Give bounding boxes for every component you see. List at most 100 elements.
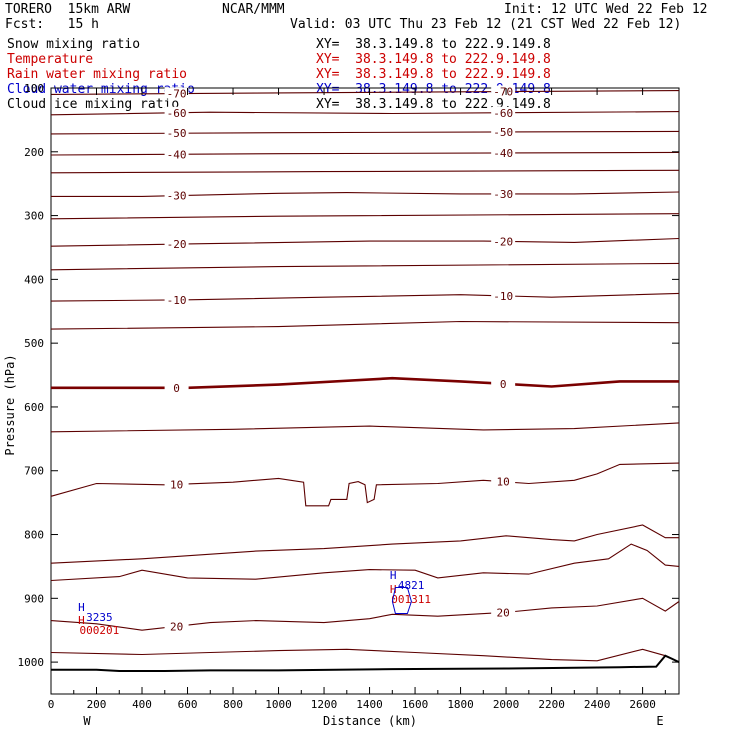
west-label: W [83,714,91,728]
y-axis-title: Pressure (hPa) [3,354,17,455]
plot-frame [50,87,680,695]
isotherm-label: -60 [167,107,187,120]
rain-extremum-letter: H [390,583,397,596]
isotherm--10 [50,292,680,302]
isotherm-label-bg [491,475,516,487]
isotherm-label-bg [491,235,516,247]
isotherm-label-bg [164,620,189,632]
y-tick-label: 100 [24,82,44,95]
isotherm-label: -50 [493,126,513,139]
model-title: TORERO 15km ARW [5,2,131,17]
isotherm--50 [50,130,680,135]
cloud-contour [391,587,412,615]
valid-time: Valid: 03 UTC Thu 23 Feb 12 (21 CST Wed … [290,17,682,32]
cloud-extremum-value: 4821 [398,579,425,592]
isotherm-lines: -70 -70 -60 -60 -50 -50 -40 -40 -30 -30 -20 -20 -10 -… [50,85,680,663]
x-tick-label: 1000 [265,698,292,711]
x-tick-label: 1200 [311,698,338,711]
x-tick-label: 1800 [447,698,474,711]
isotherm-label-bg [164,238,189,250]
legend-rain-xy: XY= 38.3.149.8 to 222.9.149.8 [316,67,551,82]
x-tick-label: 200 [87,698,107,711]
terrain-surface [51,654,680,672]
isotherm-label-bg [164,293,189,305]
init-time: Init: 12 UTC Wed 22 Feb 12 [504,2,708,17]
isotherm-label-bg [491,187,516,199]
x-tick-label: 2400 [584,698,611,711]
y-tick-label: 500 [24,337,44,350]
x-tick-label: 0 [48,698,55,711]
y-tick-label: 300 [24,210,44,223]
isotherm-label: -20 [493,235,513,248]
isotherm-label: -70 [493,86,513,99]
isotherm-label: -40 [493,147,513,160]
isotherm-20 [50,597,680,631]
y-tick-label: 900 [24,592,44,605]
isotherm--30 [51,191,680,197]
isotherm--40 [50,151,680,156]
isotherm-label: 10 [497,476,510,489]
cloud-extremum-letter: H [78,601,85,614]
forecast-hour: Fcst: 15 h [5,17,99,32]
isotherm-label-bg [491,606,516,618]
isotherm--25 [50,213,680,220]
isotherm-label: 20 [497,607,510,620]
terrain-line [51,654,680,672]
x-axis-title: Distance (km) [323,714,417,728]
isotherm-label: -10 [167,294,187,307]
x-tick-label: 600 [178,698,198,711]
x-tick-label: 2000 [493,698,520,711]
rain-extremum-letter: H [78,614,85,627]
isotherm-25 [50,648,680,663]
isotherm-label-bg [491,85,516,97]
x-axis: 0 200 400 600 800 1000 1200 1400 1600 1800 2000 220… [48,88,666,711]
isotherm-label: 10 [170,478,183,491]
isotherm-17 [50,543,680,582]
y-tick-label: 800 [24,529,44,542]
y-tick-label: 200 [24,146,44,159]
cloud-extremum-letter: H [390,569,397,582]
y-tick-label: 600 [24,401,44,414]
isotherm-5 [50,422,680,433]
isotherm-label-bg [164,189,189,201]
isotherm-label-bg [491,377,516,389]
isotherm-label-bg [164,87,189,99]
legend-snow-xy: XY= 38.3.149.8 to 222.9.149.8 [316,37,551,52]
x-tick-label: 2600 [629,698,656,711]
isotherm-label: -70 [167,88,187,101]
legend-temp-xy: XY= 38.3.149.8 to 222.9.149.8 [316,52,551,67]
x-tick-label: 800 [223,698,243,711]
east-label: E [656,714,663,728]
legend-temp-label: Temperature [7,52,94,67]
y-tick-label: 700 [24,465,44,478]
isotherm-label-bg [164,381,189,393]
isotherm--60 [50,111,680,116]
x-tick-label: 1400 [356,698,383,711]
isotherm-label: -50 [167,127,187,140]
isotherm-label: -40 [167,148,187,161]
isotherm--70 [50,90,680,95]
isotherm-label-bg [491,106,516,118]
isotherm--5 [50,320,680,330]
isotherm-label-bg [164,106,189,118]
y-tick-label: 1000 [18,656,45,669]
isotherm-0 [51,376,679,390]
isotherm-label: 0 [173,382,180,395]
isotherm-label-bg [164,148,189,160]
isotherm-label-bg [164,127,189,139]
isotherm-label: -10 [493,290,513,303]
y-tick-label: 400 [24,273,44,286]
x-tick-label: 1600 [402,698,429,711]
center-name: NCAR/MMM [222,2,285,17]
isotherm-label: -30 [167,190,187,203]
isotherm-label-bg [164,478,189,490]
cloud-extremum-value: 3235 [86,611,113,624]
isotherm-label: -30 [493,188,513,201]
legend-cloudice-label: Cloud ice mixing ratio [7,97,180,112]
isotherm-label-bg [491,146,516,158]
legend-rain-label: Rain water mixing ratio [7,67,188,82]
isotherm-label: 0 [500,378,507,391]
